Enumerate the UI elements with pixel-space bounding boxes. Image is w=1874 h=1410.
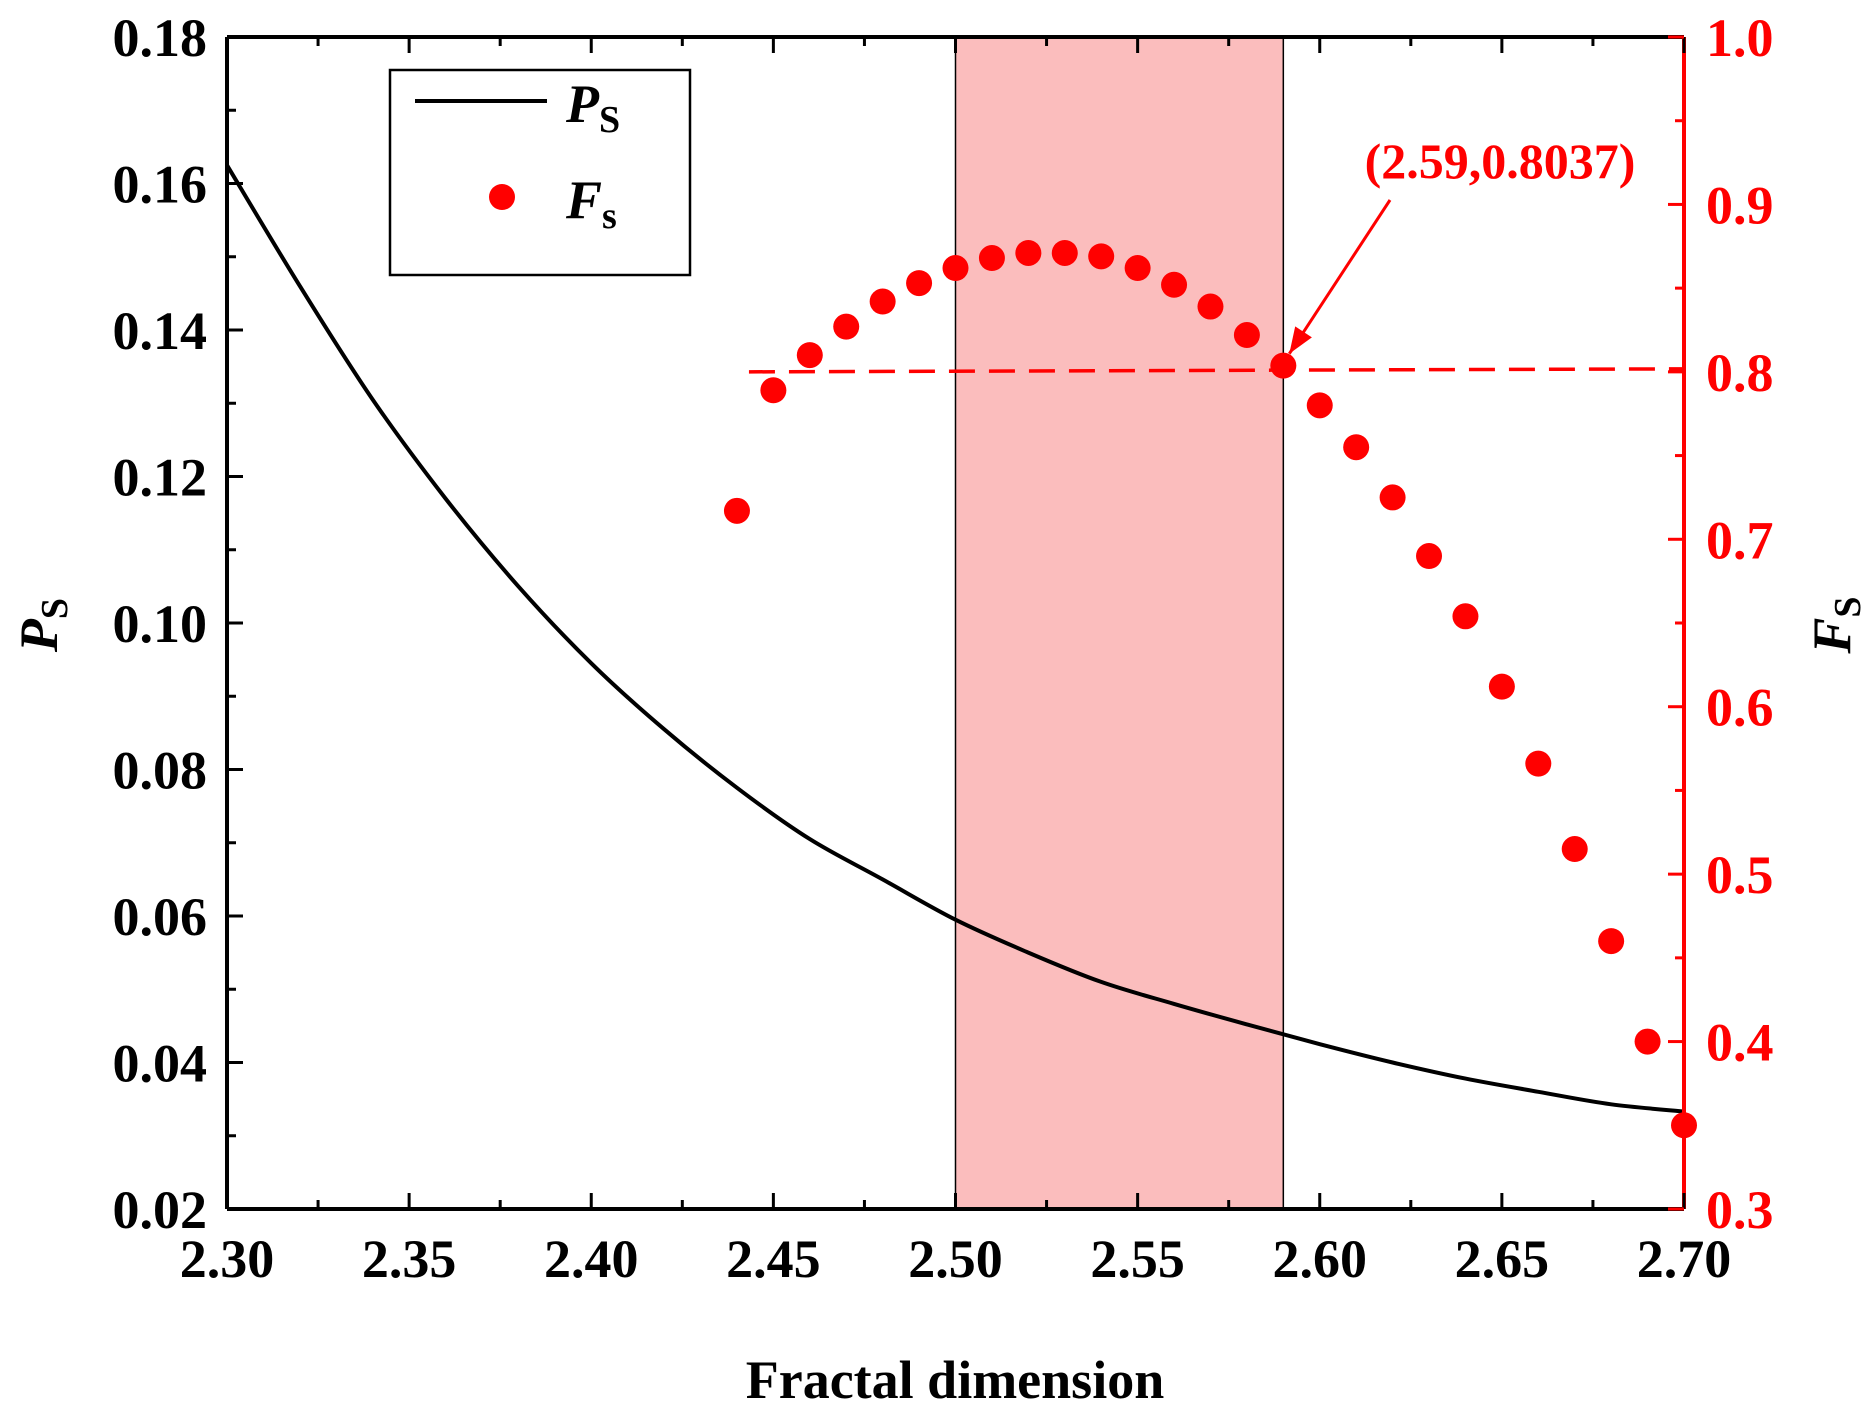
fs-point (1634, 1028, 1661, 1055)
series-fs-points (723, 239, 1697, 1139)
y-left-tick-label: 0.02 (113, 1180, 208, 1240)
svg-text:PS: PS (9, 598, 76, 653)
x-tick-label: 2.40 (544, 1229, 639, 1289)
fs-point (760, 377, 787, 404)
fs-point (869, 288, 896, 315)
annotation-arrow-line (1288, 199, 1392, 355)
fs-point (1233, 322, 1260, 349)
y-left-ticks: 0.02 0.04 0.06 0.08 0.10 0.12 0.14 0.16 0.18 (113, 8, 243, 1240)
fs-point (1343, 434, 1370, 461)
fs-point (1197, 293, 1224, 320)
fs-point (942, 255, 969, 282)
y-left-tick-label: 0.06 (113, 887, 208, 947)
y-right-tick-label: 0.5 (1706, 845, 1774, 905)
y-right-tick-label: 1.0 (1706, 8, 1774, 68)
y-left-tick-label: 0.16 (113, 155, 208, 215)
shaded-region (955, 37, 1284, 1209)
y-right-title-sub: S (1827, 596, 1869, 617)
x-tick-label: 2.70 (1637, 1229, 1732, 1289)
fs-point (1051, 239, 1078, 266)
fs-point (1452, 603, 1479, 630)
x-tick-label: 2.30 (180, 1229, 275, 1289)
legend: PS Fs (388, 68, 692, 277)
y-left-tick-label: 0.18 (113, 8, 208, 68)
legend-ps-main: P (565, 74, 600, 134)
fs-point (1416, 543, 1443, 570)
y-right-tick-label: 0.6 (1706, 678, 1774, 738)
y-left-tick-label: 0.12 (113, 448, 208, 508)
legend-ps-label: PS (565, 74, 620, 141)
annotation-label: (2.59,0.8037) (1365, 133, 1636, 189)
fs-point (1379, 484, 1406, 511)
x-ticks: 2.30 2.35 2.40 2.45 2.50 2.55 2.60 2.65 2.70 (180, 37, 1732, 1289)
x-tick-label: 2.60 (1273, 1229, 1368, 1289)
annotation-arrowhead (1289, 326, 1312, 354)
x-tick-label: 2.65 (1455, 1229, 1550, 1289)
legend-ps-sub: S (599, 99, 620, 141)
x-tick-label: 2.55 (1090, 1229, 1185, 1289)
fs-point (906, 270, 933, 297)
fs-point (1015, 239, 1042, 266)
fs-point (723, 497, 750, 524)
fs-point (1598, 928, 1625, 955)
fs-point (1488, 673, 1515, 700)
y-left-tick-label: 0.04 (113, 1034, 208, 1094)
fs-point (796, 342, 823, 369)
x-tick-label: 2.45 (726, 1229, 821, 1289)
y-left-title-main: P (9, 618, 69, 653)
y-left-axis-title: PS (9, 598, 76, 653)
y-left-tick-label: 0.10 (113, 594, 208, 654)
y-right-tick-label: 0.4 (1706, 1013, 1774, 1073)
y-right-tick-label: 0.3 (1706, 1180, 1774, 1240)
fs-point (1561, 836, 1588, 863)
fs-point (1088, 243, 1115, 270)
fs-point (1161, 271, 1188, 298)
fs-point (1124, 255, 1151, 282)
y-right-tick-label: 0.8 (1706, 343, 1774, 403)
y-left-title-sub: S (34, 598, 76, 619)
fs-point (1270, 352, 1297, 379)
series-ps-line (225, 164, 1685, 1114)
y-right-ticks: 0.3 0.4 0.5 0.6 0.7 0.8 0.9 1.0 (1668, 8, 1774, 1240)
legend-fs-label: Fs (565, 170, 617, 237)
y-left-tick-label: 0.08 (113, 741, 208, 801)
x-tick-label: 2.50 (908, 1229, 1003, 1289)
y-right-title-main: F (1802, 618, 1862, 655)
legend-box (388, 68, 692, 277)
x-axis-title: Fractal dimension (746, 1350, 1164, 1410)
y-right-tick-label: 0.9 (1706, 175, 1774, 235)
legend-fs-main: F (565, 170, 602, 230)
fs-point (833, 313, 860, 340)
y-left-tick-label: 0.14 (113, 301, 208, 361)
legend-fs-sub: s (602, 195, 617, 237)
y-right-axis-title: FS (1802, 596, 1869, 654)
fs-point (1525, 750, 1552, 777)
fs-point (978, 245, 1005, 272)
x-tick-label: 2.35 (362, 1229, 457, 1289)
svg-text:FS: FS (1802, 596, 1869, 654)
legend-fs-swatch (489, 184, 515, 210)
threshold-dashed-line (748, 367, 1685, 374)
fs-point (1306, 392, 1333, 419)
y-right-tick-label: 0.7 (1706, 510, 1774, 570)
